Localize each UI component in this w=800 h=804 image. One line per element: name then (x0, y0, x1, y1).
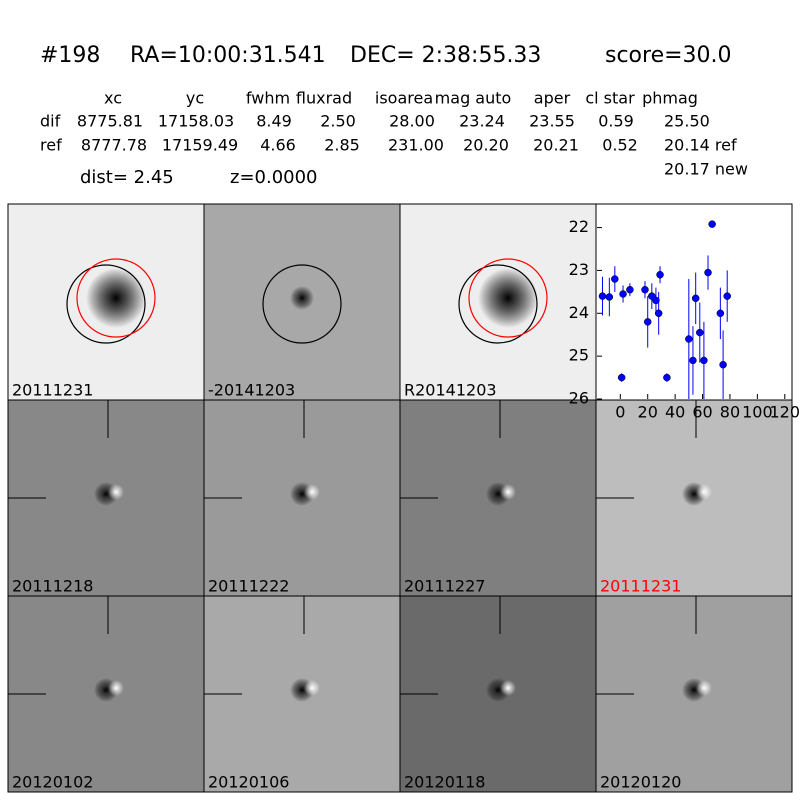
aperture (262, 264, 342, 344)
data-point (611, 275, 619, 283)
col-header: aper (534, 89, 571, 108)
col-header: fluxrad (296, 89, 352, 108)
redshift: z=0.0000 (230, 167, 318, 188)
cell: 8777.78 (81, 136, 147, 155)
col-header: fwhm (246, 89, 290, 108)
col-header: phmag (642, 89, 698, 108)
data-point (652, 296, 660, 305)
dipole-lobe (696, 680, 712, 696)
row-label: dif (40, 112, 61, 131)
data-point (704, 268, 712, 277)
cell: 8775.81 (77, 112, 143, 131)
data-point (723, 292, 731, 300)
y-tick-label: 24 (569, 303, 589, 322)
col-header: yc (186, 89, 204, 108)
cell: 0.59 (598, 112, 634, 131)
x-tick-label: 60 (692, 403, 712, 422)
y-tick-label: 22 (569, 217, 589, 236)
plot-frame (595, 203, 793, 401)
cand-id: #198 (40, 43, 100, 68)
cell: 20.20 (463, 136, 509, 155)
data-point (641, 285, 649, 294)
y-tick-label: 25 (569, 346, 589, 365)
panel-label: 20111231 (12, 381, 93, 400)
panel-label: 20120102 (12, 773, 93, 792)
source-blob (86, 268, 146, 328)
panel-label: 20120118 (404, 773, 485, 792)
panel-label: 20111218 (12, 577, 93, 596)
cell: 28.00 (389, 112, 435, 131)
score: score=30.0 (605, 43, 732, 68)
data-point (656, 270, 664, 279)
cell: 231.00 (388, 136, 444, 155)
data-point (685, 335, 693, 343)
x-tick-label: 20 (638, 403, 658, 422)
data-point (598, 292, 607, 300)
data-point (689, 356, 697, 365)
x-tick-label: 0 (615, 403, 625, 422)
data-point (643, 318, 652, 326)
col-header: mag auto (435, 89, 512, 108)
aperture-ref (76, 258, 156, 338)
cell: 0.52 (602, 136, 638, 155)
dipole-lobe (500, 484, 516, 500)
data-point (708, 220, 716, 228)
panel-label: 20111222 (208, 577, 289, 596)
source-blob (478, 268, 538, 328)
x-tick-label: 80 (720, 403, 740, 422)
dipole-lobe (304, 680, 320, 696)
x-tick-label: 100 (742, 403, 773, 422)
dipole-lobe (108, 484, 124, 500)
x-tick-label: 40 (665, 403, 685, 422)
dec: DEC= 2:38:55.33 (350, 43, 541, 68)
col-header: cl star (585, 89, 635, 108)
col-header: xc (104, 89, 122, 108)
data-point (691, 294, 700, 303)
data-point (663, 373, 671, 382)
cell: 4.66 (260, 136, 296, 155)
cell: 2.50 (320, 112, 356, 131)
data-point (716, 309, 725, 318)
aperture (66, 264, 146, 344)
x-tick-label: 120 (770, 403, 800, 422)
data-point (619, 290, 627, 298)
dipole-lobe (500, 680, 516, 696)
aperture (458, 264, 538, 344)
dipole-lobe (108, 680, 124, 696)
row-label: ref (40, 136, 62, 155)
panel-label: R20141203 (404, 381, 497, 400)
cell: 17158.03 (158, 112, 234, 131)
y-tick-label: 23 (569, 260, 589, 279)
panel-label: 20111231 (600, 577, 681, 596)
dipole-lobe (304, 484, 320, 500)
data-point (654, 309, 663, 318)
cell: 23.24 (459, 112, 505, 131)
data-point (719, 360, 727, 369)
data-point (696, 328, 704, 337)
cell: 8.49 (256, 112, 292, 131)
y-tick-label: 26 (569, 389, 589, 408)
panel-label: -20141203 (208, 381, 295, 400)
source-blob (290, 286, 314, 310)
data-point (605, 293, 614, 301)
data-point (626, 285, 634, 294)
panel-label: 20120106 (208, 773, 289, 792)
data-point (617, 373, 626, 382)
aperture-ref (468, 258, 548, 338)
cell: 23.55 (529, 112, 575, 131)
dipole-lobe (696, 484, 712, 500)
cell: 25.50 (664, 112, 710, 131)
cell: 17159.49 (162, 136, 238, 155)
dist: dist= 2.45 (80, 167, 174, 188)
ra: RA=10:00:31.541 (130, 43, 326, 68)
panel-label: 20111227 (404, 577, 485, 596)
panel-label: 20120120 (600, 773, 681, 792)
cell: 2.85 (324, 136, 360, 155)
data-point (700, 356, 708, 365)
cell: 20.21 (533, 136, 579, 155)
phmag-new: 20.17 new (664, 160, 748, 179)
col-header: isoarea (375, 89, 433, 108)
cell: 20.14 ref (664, 136, 737, 155)
